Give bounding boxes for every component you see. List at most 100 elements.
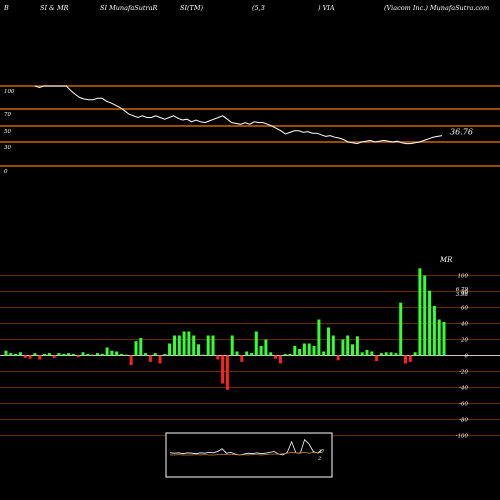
- mrsi-value-label: 3.98: [456, 292, 469, 298]
- mrsi-bar: [437, 319, 441, 356]
- mrsi-bar: [269, 352, 273, 356]
- mrsi-panel: 100 80 60 40 20 0 -20 -40 -60 -80 -100 MR 6.793.98: [0, 256, 500, 440]
- mrsi-bar: [221, 355, 225, 384]
- mrsi-bar: [129, 355, 133, 366]
- mrsi-tick-label: -40: [459, 386, 468, 392]
- mrsi-bar: [432, 305, 436, 356]
- mrsi-bar: [225, 355, 229, 390]
- mrsi-tick-label: -100: [456, 434, 469, 440]
- mrsi-bar: [394, 353, 398, 356]
- mrsi-bar: [33, 353, 37, 356]
- rsi-panel: 100 70 50 30 0 36.76: [0, 85, 500, 175]
- mrsi-bar: [250, 353, 253, 356]
- mrsi-bar: [245, 351, 249, 356]
- mrsi-bar: [418, 268, 422, 356]
- mrsi-bar: [139, 337, 143, 356]
- header-item: SI & MR: [40, 4, 69, 12]
- mrsi-bar: [23, 355, 27, 358]
- mrsi-bar: [254, 331, 258, 356]
- mrsi-tick-label: 100: [458, 274, 469, 280]
- mrsi-bar: [317, 319, 321, 356]
- mrsi-bar: [144, 353, 148, 356]
- mrsi-bar: [182, 331, 186, 356]
- mrsi-bar: [206, 335, 210, 356]
- mrsi-tick-label: 40: [460, 322, 468, 328]
- mrsi-bar: [336, 355, 340, 361]
- mrsi-bar: [379, 353, 383, 356]
- rsi-tick-label: 50: [4, 129, 11, 135]
- mrsi-bar: [192, 335, 196, 356]
- rsi-tick-label: 30: [4, 145, 11, 151]
- mrsi-bar: [4, 350, 8, 356]
- rsi-tick-label: 70: [4, 112, 11, 118]
- mrsi-bar: [153, 353, 157, 356]
- mrsi-bar: [423, 275, 427, 356]
- mrsi-tick-label: -20: [459, 370, 468, 376]
- mrsi-bar: [18, 352, 22, 356]
- mrsi-tick-label: 20: [460, 338, 468, 344]
- mrsi-bar: [298, 349, 302, 356]
- mrsi-bar: [67, 353, 71, 356]
- mrsi-bar: [81, 352, 85, 356]
- mrsi-bar: [96, 353, 99, 356]
- mrsi-bar: [428, 290, 432, 356]
- mrsi-bar: [168, 343, 172, 356]
- mrsi-bar: [283, 353, 287, 356]
- mini-series-line: [170, 451, 323, 456]
- rsi-tick-label: 100: [4, 89, 15, 95]
- mrsi-bar: [408, 355, 412, 362]
- mrsi-bar: [322, 351, 326, 356]
- header-item: (5,3: [252, 4, 265, 12]
- rsi-line: [34, 85, 443, 145]
- mrsi-tick-label: -60: [459, 402, 468, 408]
- mini-label: 2: [317, 456, 321, 462]
- mrsi-bar: [62, 353, 66, 356]
- mrsi-bar: [47, 353, 51, 356]
- mrsi-tick-label: 80: [461, 290, 468, 296]
- mrsi-bar: [120, 353, 123, 356]
- mrsi-bar: [230, 335, 234, 356]
- mrsi-bar: [404, 355, 407, 364]
- mrsi-bar: [341, 339, 345, 356]
- mrsi-bar: [52, 355, 56, 358]
- header-item: SI(TM): [180, 4, 204, 12]
- mrsi-bar: [57, 353, 61, 356]
- mrsi-bar: [351, 344, 354, 356]
- mrsi-bar: [384, 352, 388, 356]
- mrsi-bar: [124, 354, 128, 356]
- mrsi-bar: [71, 353, 75, 356]
- mrsi-bar: [331, 335, 335, 356]
- mrsi-bar: [100, 353, 104, 356]
- mrsi-bar: [91, 354, 95, 356]
- mrsi-bar: [293, 345, 297, 356]
- mrsi-bar: [312, 345, 316, 356]
- mrsi-bar: [163, 353, 167, 356]
- mrsi-value-label: 6.79: [456, 287, 469, 293]
- mrsi-bar: [76, 355, 80, 358]
- header-item: (Viacom Inc.) MunafaSutra.com: [384, 4, 490, 12]
- mrsi-tick-label: 60: [461, 306, 468, 312]
- mrsi-bar: [346, 335, 350, 356]
- mrsi-bar: [110, 350, 114, 356]
- mrsi-bar: [370, 351, 374, 356]
- mini-label: 37: [318, 449, 325, 455]
- mrsi-bar: [197, 344, 200, 356]
- mrsi-bar: [38, 355, 42, 360]
- mrsi-bar: [158, 355, 162, 364]
- mrsi-bar: [264, 339, 268, 356]
- rsi-tick-label: 0: [4, 169, 8, 175]
- header-item: SI MunafaSutraR: [100, 4, 158, 12]
- mrsi-bar: [28, 355, 32, 359]
- rsi-last-value-label: 36.76: [450, 128, 473, 137]
- mrsi-bar: [413, 352, 417, 356]
- mrsi-bar: [9, 353, 13, 356]
- mrsi-bar: [288, 353, 292, 356]
- mrsi-bar: [148, 355, 152, 362]
- mrsi-bar: [235, 351, 239, 356]
- mrsi-bar: [365, 349, 369, 356]
- mrsi-bar: [278, 355, 282, 364]
- mrsi-bar: [240, 355, 244, 362]
- mrsi-bar: [211, 335, 215, 356]
- mrsi-bar: [14, 353, 18, 356]
